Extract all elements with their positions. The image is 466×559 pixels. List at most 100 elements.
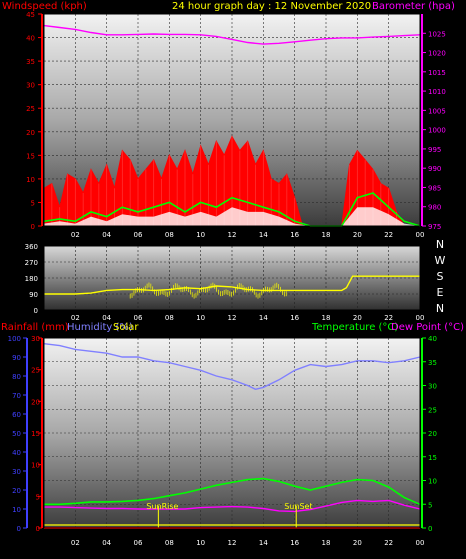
wind-x-tick-label: 08 (165, 231, 174, 239)
baro-tick-label: 995 (428, 146, 441, 154)
wind-tick-label: 0 (31, 223, 35, 231)
temp-x-tick-label: 14 (259, 539, 268, 547)
wind-x-tick-label: 00 (416, 231, 425, 239)
humidity-line (43, 343, 421, 391)
compass-label: S (437, 270, 444, 283)
rain-tick-label: 5 (36, 493, 40, 501)
temp-panel-ticks: 0510152025300102030405060708090100051015… (8, 335, 437, 547)
temp-tick-label: 0 (428, 525, 432, 533)
temp-x-tick-label: 08 (165, 539, 174, 547)
compass-label: W (435, 254, 446, 267)
temp-tick-label: 15 (428, 454, 437, 462)
wind-x-tick-label: 20 (353, 231, 362, 239)
baro-tick-label: 990 (428, 165, 441, 173)
baro-tick-label: 1005 (428, 107, 446, 115)
humidity-tick-label: 10 (12, 506, 21, 514)
barometer-line (43, 24, 421, 45)
humidity-tick-label: 60 (12, 411, 21, 419)
wind-x-tick-label: 04 (102, 231, 111, 239)
rain-tick-label: 25 (31, 367, 40, 375)
wind-tick-label: 45 (26, 11, 35, 19)
humidity-tick-label: 100 (8, 335, 21, 343)
rainfall-axis-title: Rainfall (mm) (1, 322, 69, 333)
direction-x-tick-label: 22 (384, 314, 393, 322)
direction-x-tick-label: 18 (322, 314, 331, 322)
baro-tick-label: 1020 (428, 50, 446, 58)
rain-tick-label: 10 (31, 462, 40, 470)
direction-x-tick-label: 00 (416, 314, 425, 322)
temp-x-tick-label: 22 (384, 539, 393, 547)
rain-tick-label: 0 (36, 525, 40, 533)
rain-tick-label: 15 (31, 430, 40, 438)
wind-x-tick-label: 14 (259, 231, 268, 239)
wind-tick-label: 25 (26, 105, 35, 113)
direction-x-tick-label: 14 (259, 314, 268, 322)
humidity-tick-label: 50 (12, 430, 21, 438)
wind-panel-ticks: 0510152025303540459759809859909951000100… (26, 11, 446, 239)
temp-x-tick-label: 00 (416, 539, 425, 547)
sunset-label: SunSet (284, 502, 312, 511)
wind-tick-label: 30 (26, 82, 35, 90)
wind-tick-label: 20 (26, 129, 35, 137)
compass-label: N (436, 302, 444, 315)
solar-axis-title: Solar (113, 322, 139, 333)
direction-tick-label: 0 (34, 307, 38, 315)
wind-tick-label: 5 (31, 199, 35, 207)
temp-x-tick-label: 06 (134, 539, 143, 547)
humidity-tick-label: 90 (12, 354, 21, 362)
rain-tick-label: 30 (31, 335, 40, 343)
temp-tick-label: 25 (428, 406, 437, 414)
sunrise-label: SunRise (146, 502, 178, 511)
baro-tick-label: 985 (428, 184, 441, 192)
wind-average-line (43, 192, 421, 227)
wind-x-tick-label: 18 (322, 231, 331, 239)
temp-panel-frame (43, 337, 421, 529)
temp-tick-label: 40 (428, 335, 437, 343)
humidity-axis-title: Humidity (%) (67, 322, 133, 333)
temp-humidity-panel: 0510152025300102030405060708090100051015… (8, 335, 437, 547)
temp-tick-label: 5 (428, 501, 432, 509)
direction-tick-label: 90 (29, 291, 38, 299)
chart-title: 24 hour graph day : 12 November 2020 (172, 1, 371, 12)
wind-tick-label: 40 (26, 35, 35, 43)
humidity-tick-label: 20 (12, 487, 21, 495)
direction-x-tick-label: 08 (165, 314, 174, 322)
baro-tick-label: 1000 (428, 127, 446, 135)
temp-x-tick-label: 10 (196, 539, 205, 547)
humidity-tick-label: 70 (12, 392, 21, 400)
direction-x-tick-label: 10 (196, 314, 205, 322)
temp-tick-label: 35 (428, 359, 437, 367)
direction-x-tick-label: 06 (134, 314, 143, 322)
baro-tick-label: 1010 (428, 88, 446, 96)
temperature-axis-title: Temperature (°C) (311, 322, 398, 333)
direction-x-tick-label: 12 (228, 314, 237, 322)
baro-tick-label: 1025 (428, 30, 446, 38)
wind-direction-line (44, 275, 420, 295)
direction-x-tick-label: 04 (102, 314, 111, 322)
humidity-tick-label: 40 (12, 449, 21, 457)
direction-tick-label: 360 (25, 243, 38, 251)
temp-tick-label: 20 (428, 430, 437, 438)
wind-tick-label: 35 (26, 58, 35, 66)
compass-label: E (437, 286, 444, 299)
temp-x-tick-label: 02 (71, 539, 80, 547)
wind-low-area (44, 207, 420, 226)
baro-tick-label: 975 (428, 223, 441, 231)
temperature-line (44, 477, 421, 506)
direction-panel-marks (44, 275, 420, 299)
direction-panel-frame (43, 245, 421, 311)
dewpoint-line (44, 499, 421, 513)
wind-baro-panel: 0510152025303540459759809859909951000100… (26, 11, 446, 239)
humidity-tick-label: 80 (12, 373, 21, 381)
rain-tick-label: 20 (31, 398, 40, 406)
direction-x-tick-label: 16 (290, 314, 299, 322)
humidity-tick-label: 30 (12, 468, 21, 476)
direction-tick-label: 180 (25, 275, 38, 283)
dewpoint-axis-title: Dew Point (°C) (391, 322, 464, 333)
wind-x-tick-label: 22 (384, 231, 393, 239)
wind-panel-frame (43, 13, 421, 227)
